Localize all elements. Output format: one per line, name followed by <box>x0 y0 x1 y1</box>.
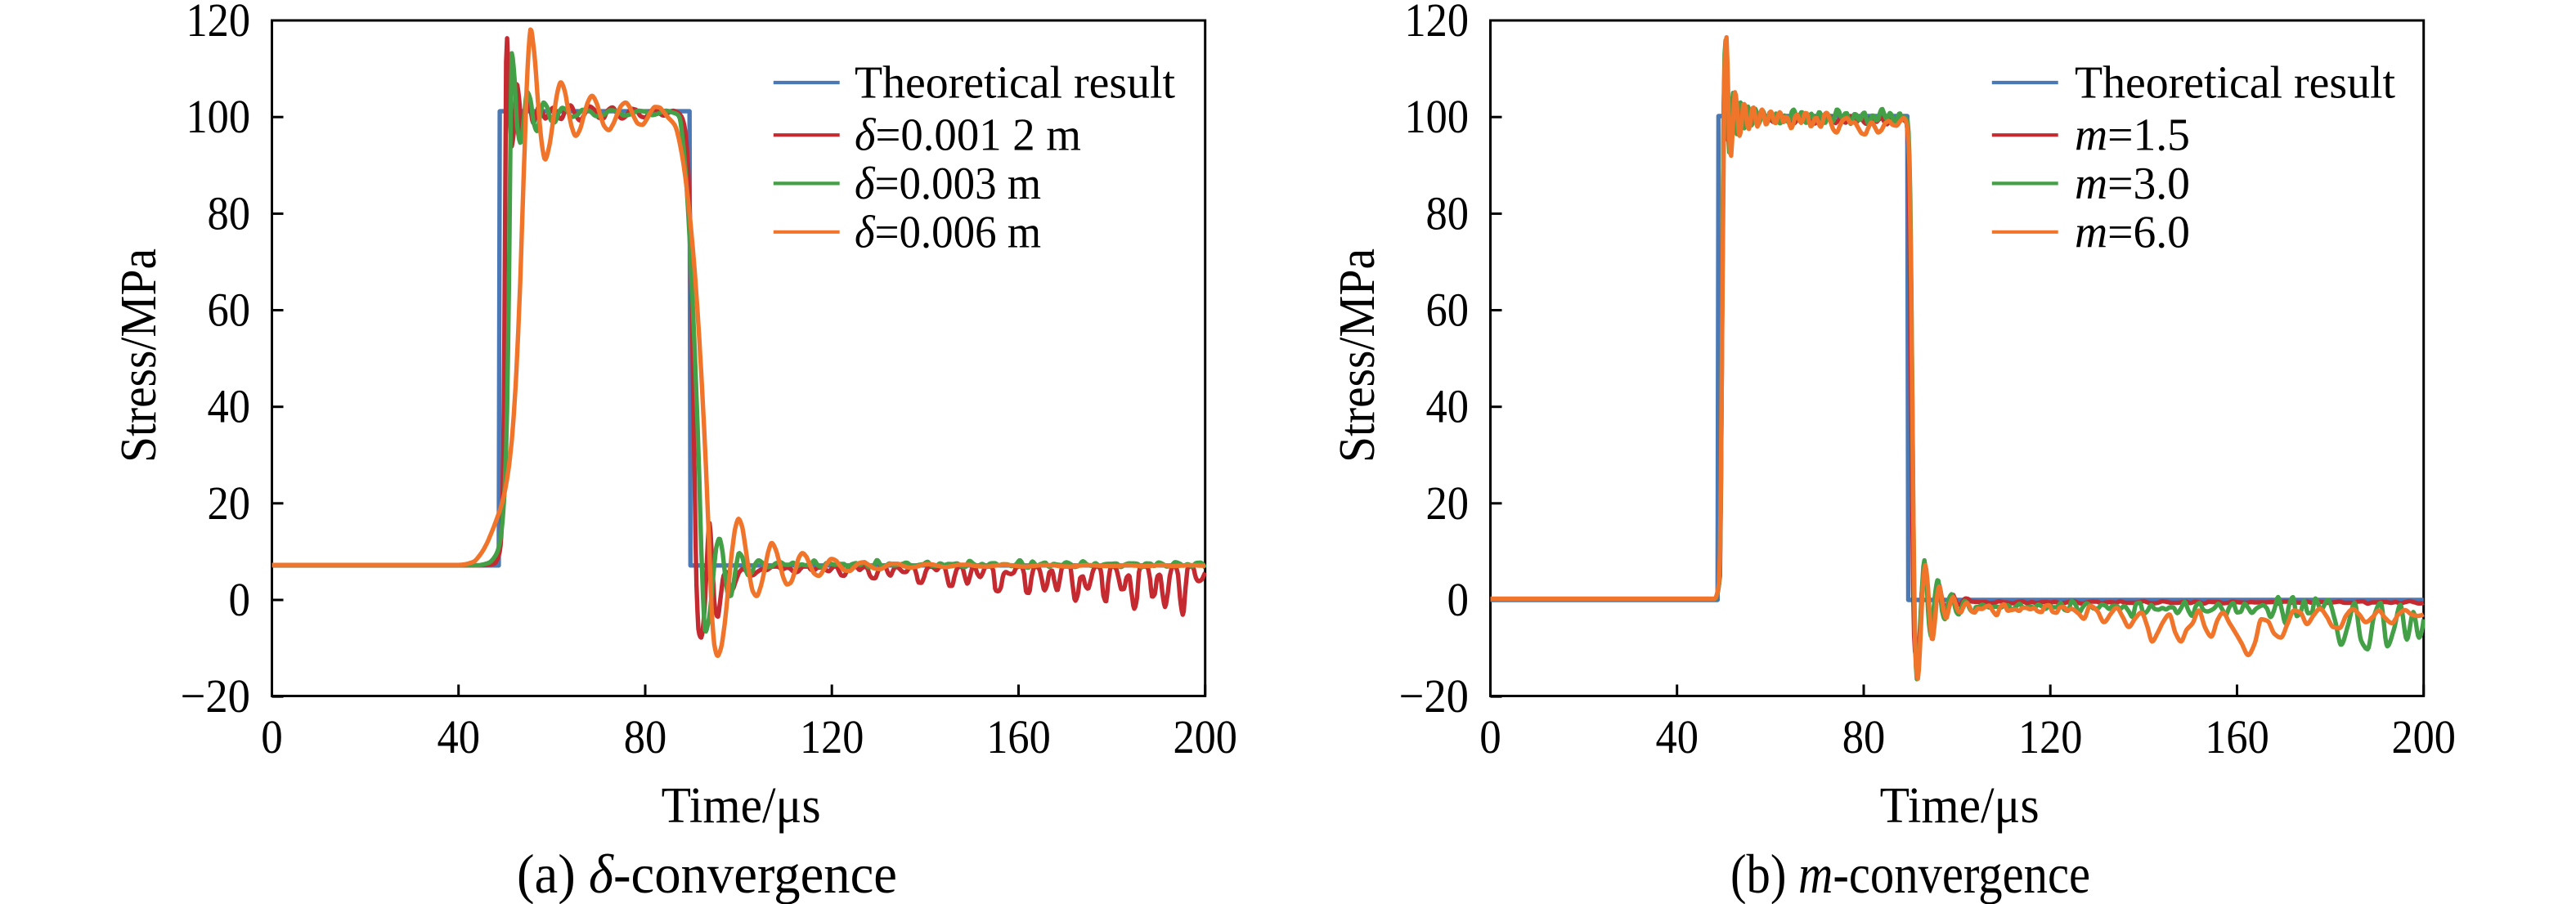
svg-text:100: 100 <box>1405 90 1470 143</box>
svg-text:(a) δ-convergence: (a) δ-convergence <box>517 843 897 904</box>
svg-text:−20: −20 <box>1399 669 1470 723</box>
svg-text:Time/μs: Time/μs <box>1880 778 2040 834</box>
svg-text:200: 200 <box>2391 710 2456 763</box>
svg-text:m=3.0: m=3.0 <box>2075 159 2190 209</box>
svg-text:80: 80 <box>624 710 667 763</box>
svg-text:120: 120 <box>1405 0 1470 47</box>
svg-text:120: 120 <box>2018 710 2083 763</box>
svg-text:60: 60 <box>1426 284 1470 337</box>
svg-text:0: 0 <box>229 573 251 626</box>
svg-text:δ=0.001 2 m: δ=0.001 2 m <box>855 110 1081 161</box>
svg-text:Stress/MPa: Stress/MPa <box>111 248 167 463</box>
svg-text:80: 80 <box>208 186 251 239</box>
svg-text:Time/μs: Time/μs <box>662 778 821 834</box>
svg-text:0: 0 <box>1479 710 1501 763</box>
svg-text:Theoretical result: Theoretical result <box>2075 58 2395 109</box>
svg-text:80: 80 <box>1842 710 1886 763</box>
svg-text:200: 200 <box>1173 710 1237 763</box>
svg-text:Stress/MPa: Stress/MPa <box>1330 248 1385 463</box>
svg-text:40: 40 <box>208 380 251 433</box>
svg-text:(b) m-convergence: (b) m-convergence <box>1730 843 2090 904</box>
svg-text:100: 100 <box>186 90 251 143</box>
svg-text:160: 160 <box>2205 710 2269 763</box>
svg-text:Theoretical result: Theoretical result <box>855 58 1175 109</box>
svg-text:120: 120 <box>186 0 251 47</box>
svg-text:20: 20 <box>208 477 251 530</box>
svg-text:20: 20 <box>1426 477 1470 530</box>
svg-text:60: 60 <box>208 284 251 337</box>
svg-text:160: 160 <box>986 710 1051 763</box>
svg-text:40: 40 <box>1655 710 1699 763</box>
svg-text:0: 0 <box>261 710 283 763</box>
svg-text:δ=0.003 m: δ=0.003 m <box>855 159 1041 209</box>
svg-text:120: 120 <box>800 710 864 763</box>
svg-text:40: 40 <box>1426 380 1470 433</box>
svg-text:−20: −20 <box>181 669 251 723</box>
svg-text:40: 40 <box>437 710 480 763</box>
svg-text:0: 0 <box>1447 573 1470 626</box>
svg-text:80: 80 <box>1426 186 1470 239</box>
svg-text:m=6.0: m=6.0 <box>2075 207 2190 257</box>
svg-text:δ=0.006 m: δ=0.006 m <box>855 207 1041 257</box>
svg-text:m=1.5: m=1.5 <box>2075 110 2190 161</box>
